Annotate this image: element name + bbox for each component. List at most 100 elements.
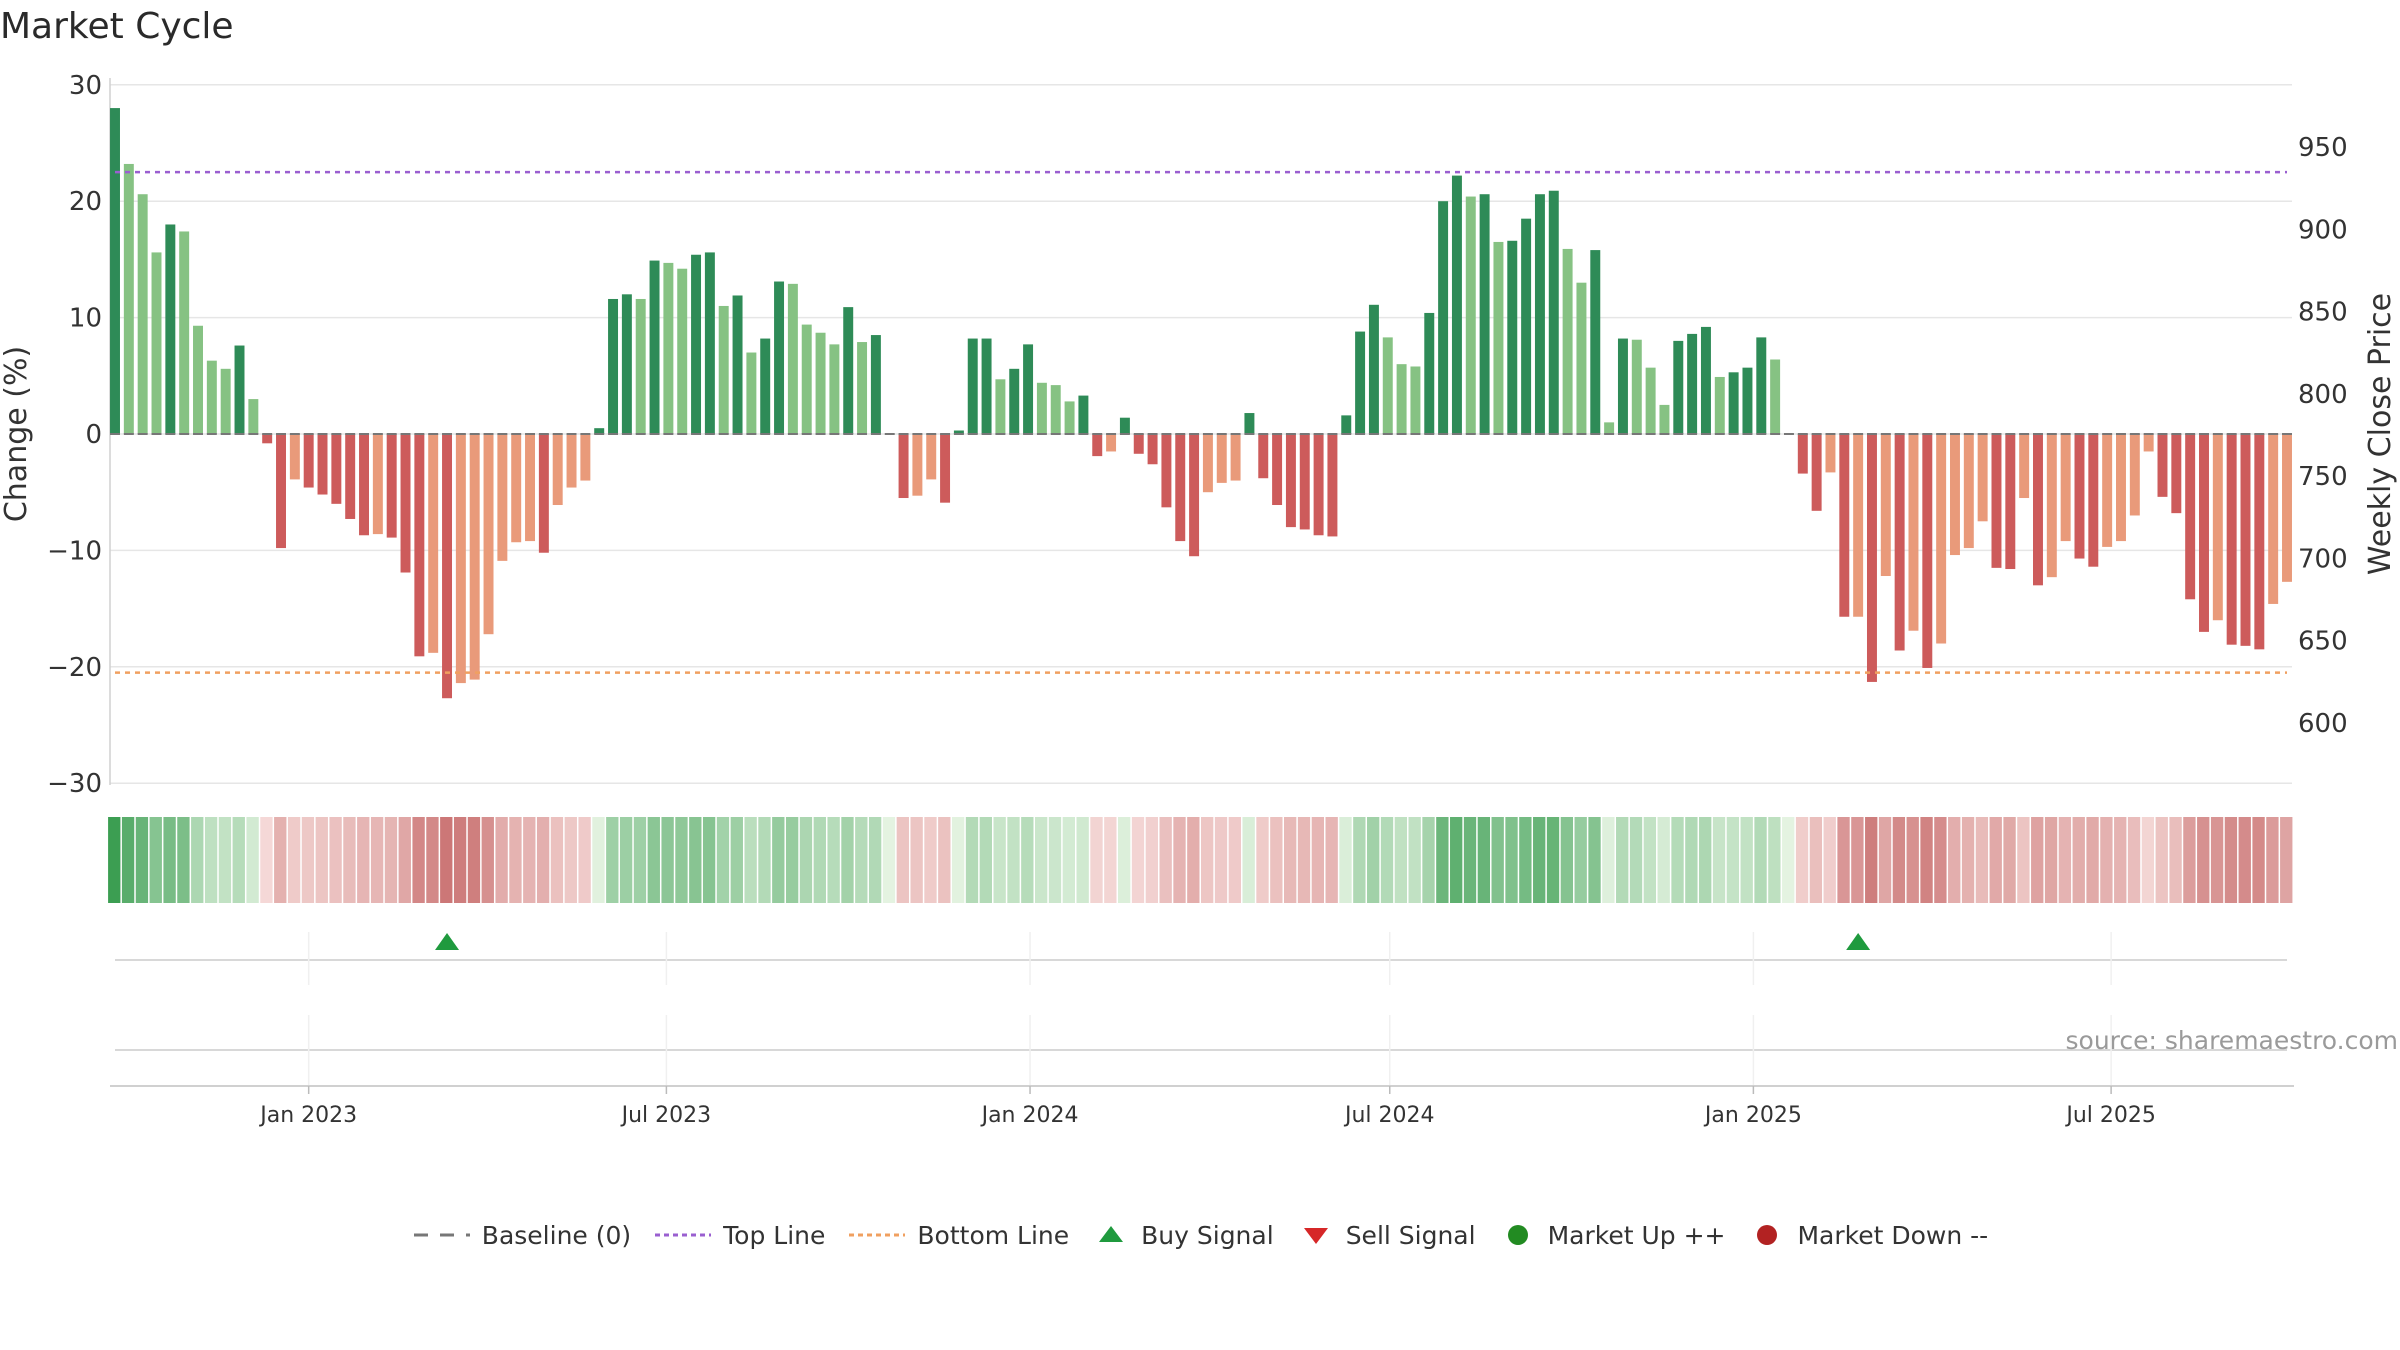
x-tick-label: Jan 2024 (980, 1103, 1079, 1128)
bar (2046, 434, 2057, 578)
legend-market-down[interactable]: Market Down -- (1747, 1221, 1988, 1250)
bar (2143, 434, 2154, 452)
legend-market-up[interactable]: Market Up ++ (1498, 1221, 1725, 1250)
legend-buy-signal[interactable]: Buy Signal (1091, 1221, 1274, 1250)
bar (1949, 434, 1960, 556)
heat-cell (1685, 817, 1698, 903)
bar (1258, 434, 1269, 479)
legend-baseline[interactable]: Baseline (0) (412, 1221, 631, 1250)
heat-cell (398, 817, 411, 903)
y-tick-label: −20 (47, 653, 102, 683)
x-tick-label: Jul 2025 (2064, 1103, 2156, 1128)
bar (2199, 434, 2209, 632)
bar (1299, 434, 1310, 530)
bar (1230, 434, 1241, 481)
heat-cell (274, 817, 287, 903)
heat-cell (896, 817, 909, 903)
bar (870, 335, 881, 434)
heat-cell (1740, 817, 1753, 903)
heat-cell (2169, 817, 2182, 903)
heat-cell (523, 817, 536, 903)
bar (511, 434, 522, 543)
bar (1991, 434, 2002, 568)
heat-cell (232, 817, 245, 903)
y2-tick-label: 800 (2298, 380, 2348, 410)
heat-cell (1754, 817, 1767, 903)
heat-cell (855, 817, 868, 903)
bar (2102, 434, 2113, 547)
bar (2171, 434, 2182, 514)
bar (1424, 312, 1435, 434)
heat-cell (495, 817, 508, 903)
bar (123, 163, 134, 434)
legend-label: Market Down -- (1797, 1220, 1989, 1250)
bar (2019, 434, 2030, 499)
heat-cell (1602, 817, 1615, 903)
bar (455, 434, 466, 684)
heat-cell (536, 817, 550, 903)
bar (1562, 248, 1573, 434)
bar (1908, 434, 1919, 631)
bar (2088, 434, 2099, 567)
heat-cell (509, 817, 522, 903)
heat-cell (702, 817, 716, 903)
bar (1202, 434, 1213, 493)
heat-cell (1671, 817, 1684, 903)
heat-cell (1795, 817, 1809, 903)
bar (1009, 368, 1020, 434)
heat-cell (730, 817, 743, 903)
bar (787, 283, 798, 434)
heat-cell (1450, 817, 1463, 903)
heat-cell (1768, 817, 1781, 903)
bar (801, 324, 812, 434)
bar (538, 434, 549, 553)
y-tick-label: 10 (69, 304, 102, 334)
y2-tick-label: 650 (2298, 627, 2348, 657)
heat-cell (2114, 817, 2127, 903)
bar (1078, 395, 1089, 434)
circle-icon (1757, 1225, 1778, 1245)
bar (912, 434, 923, 496)
bar (967, 338, 978, 434)
bar (1465, 196, 1476, 434)
heat-cell (177, 817, 190, 903)
heat-cell (1712, 817, 1726, 903)
bar (1050, 385, 1061, 434)
y-tick-label: −30 (47, 769, 102, 799)
bar (1272, 434, 1283, 506)
x-tick-label: Jul 2024 (1343, 1103, 1435, 1128)
bar (1673, 340, 1684, 434)
bar (1866, 434, 1877, 682)
bar (2060, 434, 2071, 542)
heat-cell (675, 817, 688, 903)
bar (400, 434, 411, 573)
heat-cell (287, 817, 301, 903)
heat-cell (2141, 817, 2155, 903)
heat-cell (1906, 817, 1919, 903)
legend-sell-signal[interactable]: Sell Signal (1296, 1221, 1476, 1250)
bar (428, 434, 439, 653)
bar (1244, 413, 1255, 434)
bar (1396, 364, 1407, 434)
heat-cell (1297, 817, 1311, 903)
bar (1894, 434, 1905, 651)
heat-cell (1104, 817, 1117, 903)
heat-cell (619, 817, 633, 903)
heat-cell (1477, 817, 1491, 903)
heat-cell (246, 817, 259, 903)
bar (331, 434, 342, 504)
legend-label: Sell Signal (1345, 1220, 1476, 1250)
bar (691, 254, 702, 434)
bar (1438, 201, 1449, 434)
heat-cell (744, 817, 757, 903)
legend-bottom-line[interactable]: Bottom Line (847, 1221, 1069, 1250)
legend-top-line[interactable]: Top Line (653, 1221, 825, 1250)
bar (732, 295, 743, 434)
heat-cell (689, 817, 702, 903)
bar (1576, 282, 1587, 434)
heat-cell (716, 817, 730, 903)
bar (1631, 339, 1642, 434)
bar (1147, 434, 1158, 465)
dash-line-icon (413, 1233, 470, 1237)
heat-cell (965, 817, 979, 903)
